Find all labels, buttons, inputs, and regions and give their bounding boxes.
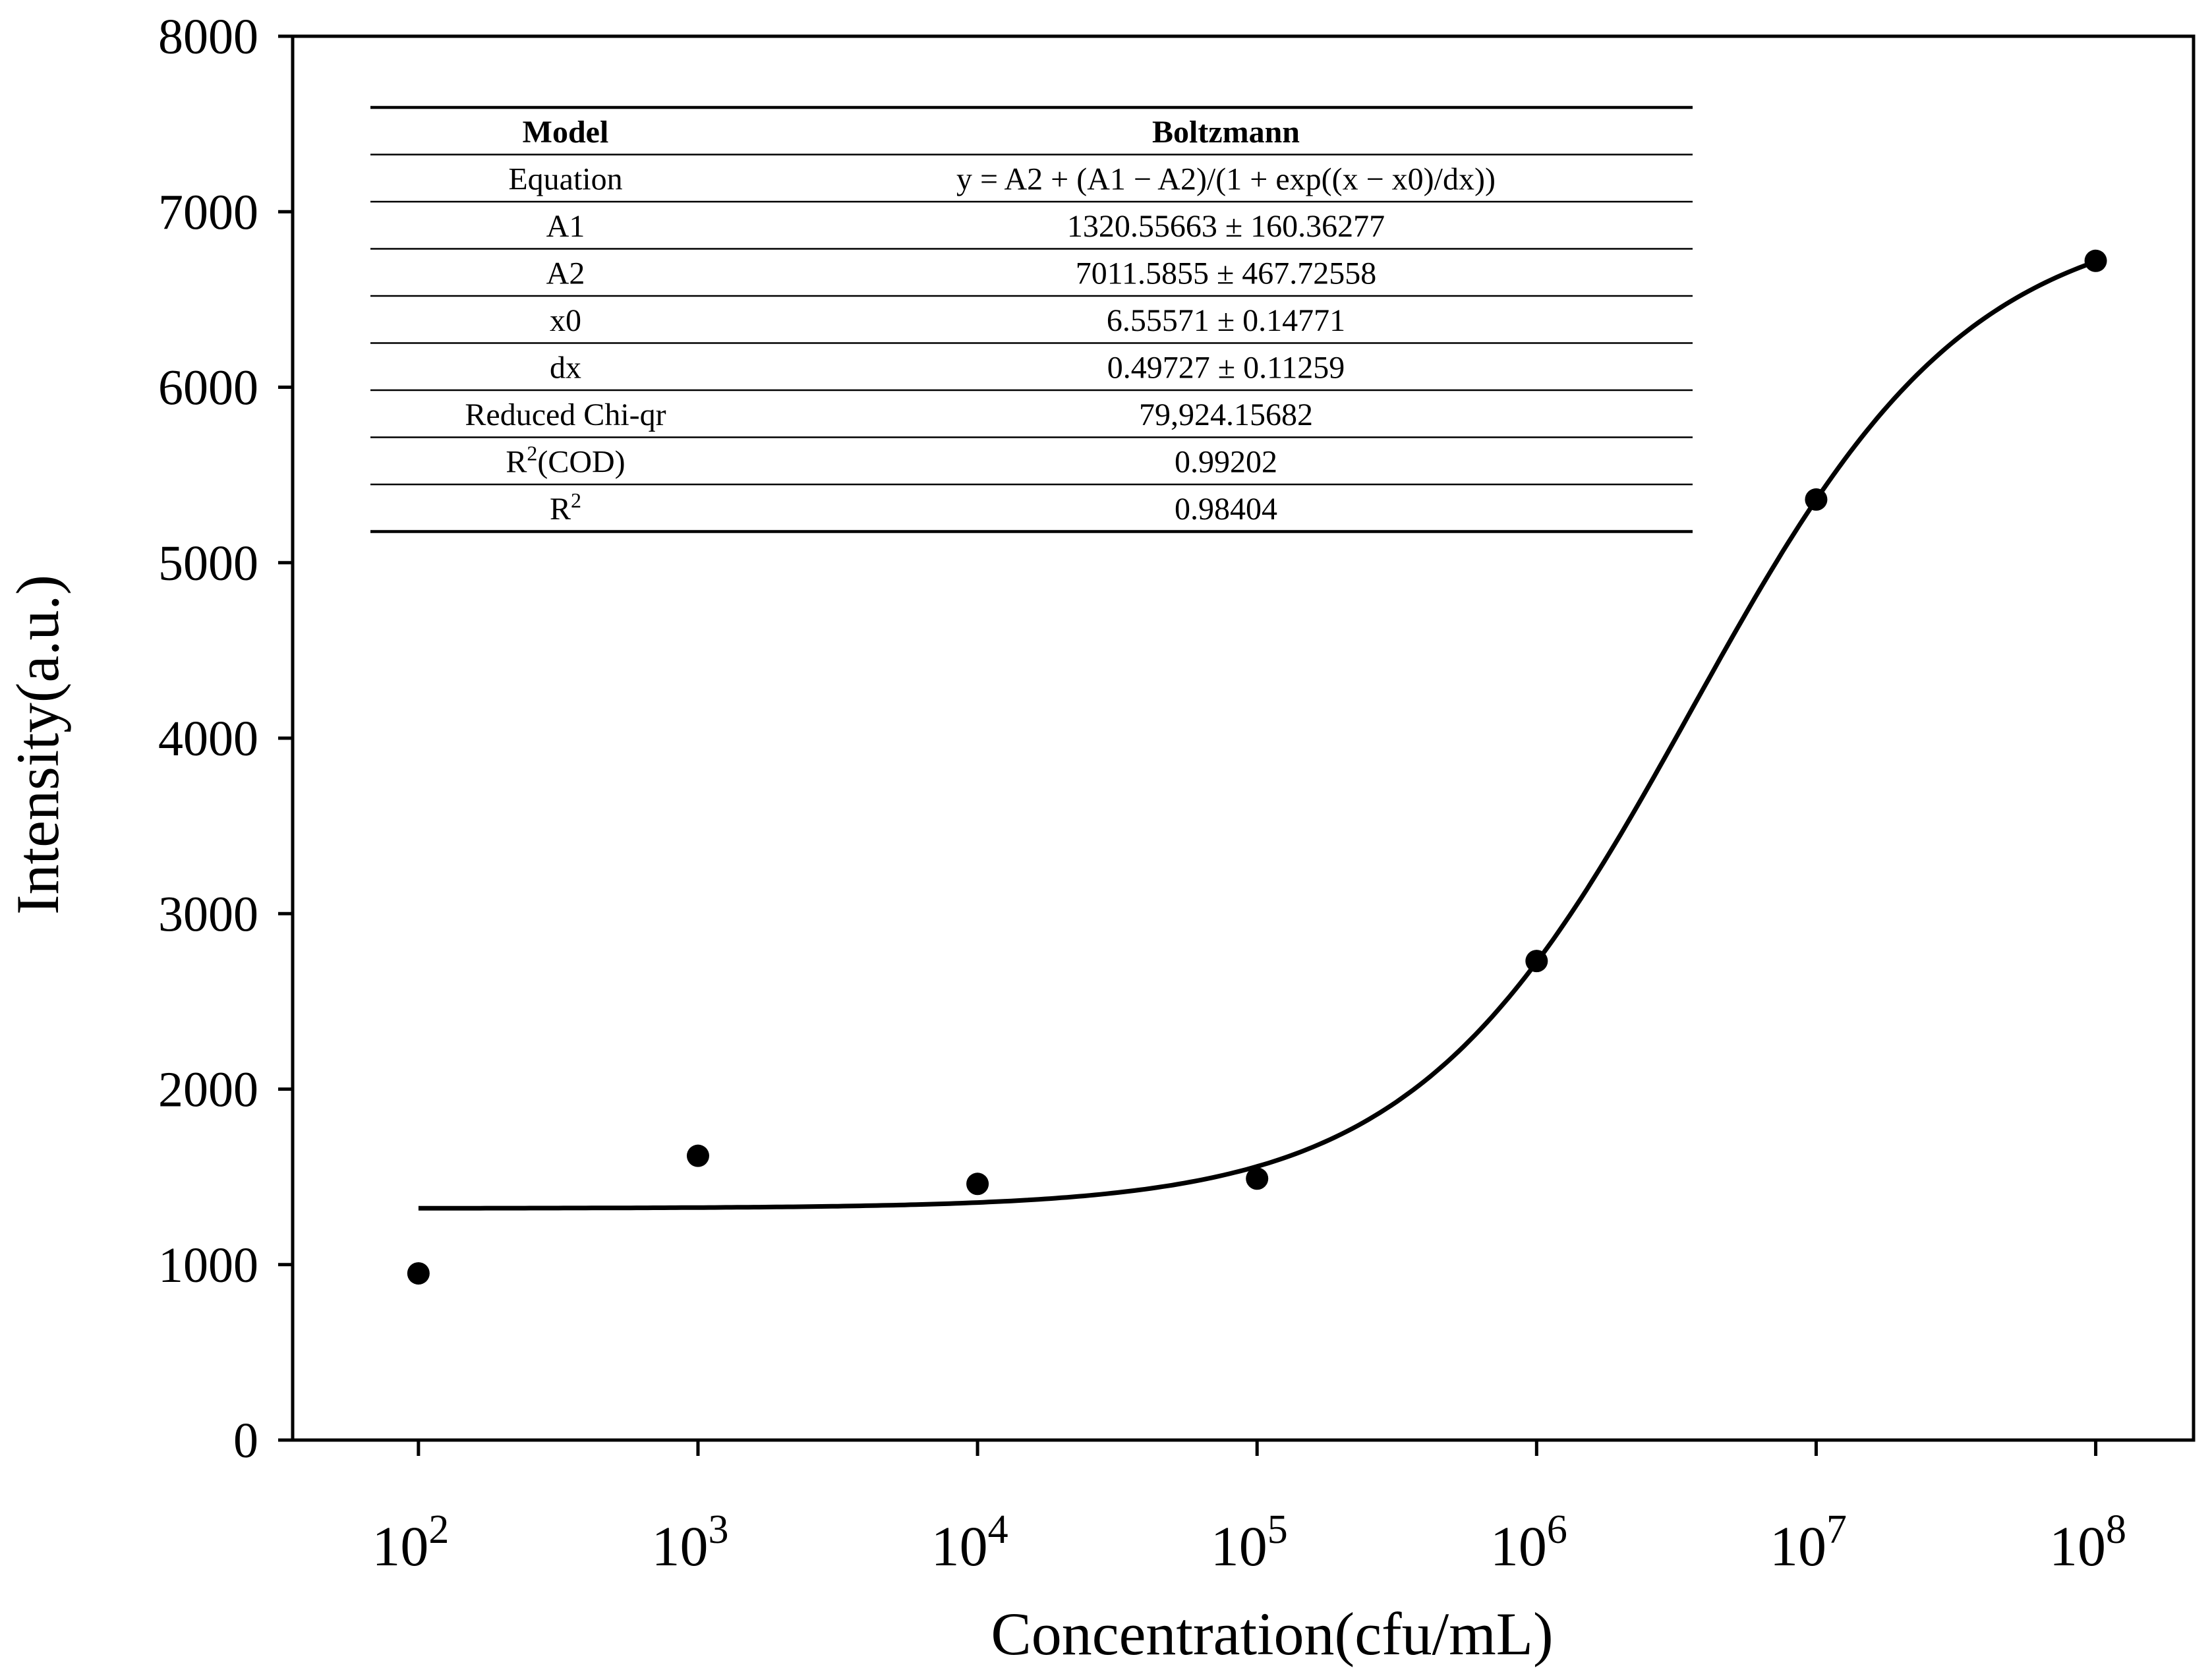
x-tick-exponent: 3: [708, 1507, 728, 1552]
data-point: [1525, 950, 1548, 973]
table-row-label: x0: [550, 303, 581, 338]
table-header-cell: Model: [523, 115, 609, 150]
y-tick-label: 7000: [158, 185, 258, 240]
r-symbol: R: [506, 444, 527, 479]
x-tick-exponent: 4: [988, 1507, 1008, 1552]
x-tick-label: 108: [2049, 1507, 2126, 1578]
x-tick-label: 106: [1490, 1507, 1567, 1578]
data-point: [1805, 488, 1828, 511]
x-tick-base: 10: [1770, 1515, 1826, 1578]
x-tick-base: 10: [1490, 1515, 1547, 1578]
y-axis-label: Intensity(a.u.): [4, 575, 71, 915]
x-tick-exponent: 8: [2106, 1507, 2126, 1552]
x-tick-base: 10: [2049, 1515, 2106, 1578]
x-axis-ticks: 102 103 104 105 106 107 108: [372, 1440, 2126, 1578]
x-tick-label: 103: [651, 1507, 728, 1578]
data-point: [1246, 1167, 1269, 1190]
data-point: [407, 1262, 430, 1285]
x-tick-label: 104: [931, 1507, 1008, 1578]
data-points: [407, 249, 2107, 1285]
r-suffix: (COD): [537, 444, 625, 479]
table-row-value: 7011.5855 ± 467.72558: [1076, 256, 1377, 291]
table-row-label: R2: [550, 488, 581, 527]
fit-table: Model Boltzmann Equation y = A2 + (A1 − A2)…: [370, 105, 1693, 533]
y-tick-label: 4000: [158, 711, 258, 767]
x-tick-exponent: 5: [1267, 1507, 1288, 1552]
x-tick-exponent: 7: [1826, 1507, 1847, 1552]
x-tick-label: 102: [372, 1507, 449, 1578]
x-axis-label: Concentration(cfu/mL): [991, 1600, 1553, 1667]
x-tick-base: 10: [651, 1515, 708, 1578]
data-point: [686, 1144, 709, 1167]
r-symbol: R: [550, 492, 571, 527]
y-axis-ticks: 0 1000 2000 3000 4000 5000 6000 7000 8000: [158, 9, 293, 1468]
x-tick-exponent: 6: [1547, 1507, 1567, 1552]
x-tick-label: 105: [1211, 1507, 1288, 1578]
table-row-value: 0.49727 ± 0.11259: [1107, 350, 1345, 385]
table-header-cell: Boltzmann: [1152, 115, 1300, 150]
plot-frame: [291, 34, 2196, 1442]
table-row-value: 0.98404: [1175, 492, 1277, 527]
r-superscript: 2: [571, 488, 581, 512]
y-tick-label: 6000: [158, 361, 258, 416]
table-row-label: Equation: [508, 161, 622, 196]
table-row-label: dx: [550, 350, 581, 385]
x-tick-exponent: 2: [428, 1507, 449, 1552]
table-row-value: 1320.55663 ± 160.36277: [1067, 209, 1385, 244]
y-tick-label: 3000: [158, 886, 258, 942]
x-tick-label: 107: [1770, 1507, 1847, 1578]
y-tick-label: 8000: [158, 9, 258, 65]
y-tick-label: 1000: [158, 1238, 258, 1293]
x-tick-base: 10: [372, 1515, 428, 1578]
table-row-value: 6.55571 ± 0.14771: [1107, 303, 1345, 338]
y-tick-label: 0: [233, 1413, 258, 1468]
r-superscript: 2: [527, 441, 537, 465]
y-tick-label: 2000: [158, 1062, 258, 1118]
table-row-value: 0.99202: [1175, 444, 1277, 479]
table-row-label: Reduced Chi-qr: [465, 397, 666, 432]
data-point: [966, 1172, 989, 1196]
y-tick-label: 5000: [158, 536, 258, 591]
table-row-value: 79,924.15682: [1139, 397, 1313, 432]
x-tick-base: 10: [1211, 1515, 1267, 1578]
x-tick-base: 10: [931, 1515, 988, 1578]
data-point: [2084, 249, 2107, 272]
table-row-label: A1: [546, 209, 585, 244]
table-row-label: R2(COD): [506, 441, 625, 479]
table-row-label: A2: [546, 256, 585, 291]
table-row-value: y = A2 + (A1 − A2)/(1 + exp((x − x0)/dx)…: [956, 161, 1496, 196]
